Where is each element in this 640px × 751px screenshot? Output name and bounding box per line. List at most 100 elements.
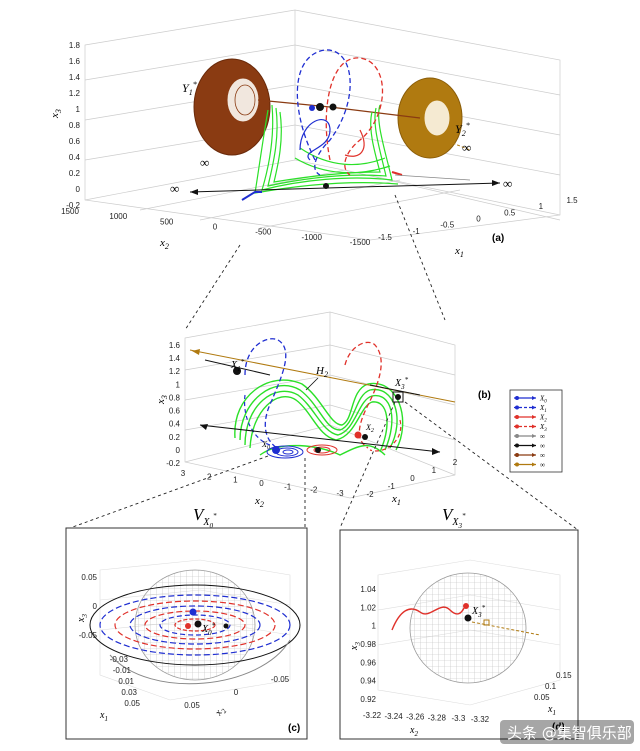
- axis-d-x2: x2: [409, 725, 418, 738]
- tick-b-x3-3: 1: [176, 380, 181, 389]
- legend-label-3: X3: [539, 423, 547, 433]
- eq-c-x0: [194, 620, 202, 628]
- panel-c-tag: (c): [288, 723, 300, 734]
- tick-a-x1-4: -0.5: [440, 221, 454, 230]
- label-b-h2: H2: [315, 365, 328, 379]
- tick-a-x2-2: 500: [160, 217, 174, 226]
- legend-box: [509, 389, 563, 473]
- tick-a-x3-6: 0.6: [69, 137, 81, 146]
- tick-a-x2-5: -1000: [301, 233, 322, 242]
- label-y1: Y1*: [182, 80, 197, 97]
- tick-a-x2-4: -500: [255, 228, 272, 237]
- legend-marker-7: [515, 462, 519, 467]
- tick-d-x2-2: -3.26: [406, 713, 425, 722]
- tick-b-x3-8: 0: [176, 446, 181, 455]
- tick-c-x3-0: 0.05: [81, 573, 97, 582]
- tick-a-x2-0: 1500: [61, 207, 79, 216]
- tick-a-x1-6: -1.5: [378, 233, 392, 242]
- sphere-d: [409, 572, 527, 684]
- ticks-b-x2: 3 2 1 0 -1 -2 -3: [181, 469, 344, 498]
- panel-a-box: [84, 9, 561, 241]
- eq-b-x0: [272, 446, 280, 454]
- tick-c-x1-0: -0.03: [110, 655, 129, 664]
- axis-d-x1: x1: [547, 704, 556, 717]
- panel-b-tag: (b): [478, 390, 491, 401]
- tick-a-x3-2: 1.4: [69, 73, 81, 82]
- axis-a-x2: x2: [159, 237, 169, 251]
- tick-b-x2-0: 3: [181, 469, 186, 478]
- ticks-d-x2: -3.22 -3.24 -3.26 -3.28 -3.3 -3.32: [363, 711, 490, 724]
- tick-b-x3-2: 1.2: [169, 367, 181, 376]
- ticks-c-x3: 0.05 0 -0.05: [79, 573, 98, 640]
- arrow-right-a: [492, 180, 500, 186]
- legend-marker-0: [515, 396, 519, 400]
- orbit-red-dashed: [325, 57, 384, 176]
- tick-a-x3-0: 1.8: [69, 41, 81, 50]
- label-b-x3: X3*: [394, 376, 409, 391]
- tick-b-x3-1: 1.4: [169, 354, 181, 363]
- orbit-blue-base: [241, 191, 262, 201]
- tick-a-x3-5: 0.8: [69, 121, 81, 130]
- tick-d-x2-1: -3.24: [384, 712, 403, 721]
- ticks-b-x3: 1.6 1.4 1.2 1 0.8 0.6 0.4 0.2 0 -0.2: [166, 341, 180, 468]
- eq-b-x3-box: [392, 391, 404, 403]
- legend-arrow-6: [532, 453, 536, 457]
- tick-c-x3-1: 0: [93, 602, 98, 611]
- eq-c-blue: [189, 608, 197, 616]
- tick-b-x2-1: 2: [207, 472, 212, 481]
- panel-b: X1* X3* X0 X2 H2 1.6 1.4 1.2 1 0.8 0.6 0.4 0.2 0…: [155, 311, 563, 509]
- tick-a-x3-9: 0: [76, 185, 81, 194]
- tick-d-x3-6: 0.92: [360, 695, 376, 704]
- eq-b-x2b: [362, 434, 368, 440]
- axis-d-x3: x3: [349, 642, 362, 651]
- label-inf-a4: ∞: [503, 176, 512, 191]
- tick-a-x2-1: 1000: [109, 212, 127, 221]
- tick-b-x3-4: 0.8: [169, 393, 181, 402]
- ticks-a-x3: 1.8 1.6 1.4 1.2 1 0.8 0.6 0.4 0.2 0 -0.2: [66, 41, 80, 210]
- label-v3: VX3*: [442, 505, 466, 530]
- legend-arrow-2: [532, 415, 536, 419]
- tick-b-x1-2: 0: [410, 474, 415, 483]
- label-b-x0: X0: [261, 440, 270, 451]
- panel-c: X0* 0.05 0 -0.05 -0.03 -0.01 0.01 0.03 0.05 0.…: [65, 527, 308, 740]
- orbit-blue-dashed: [296, 49, 351, 176]
- tick-b-x2-4: -1: [284, 482, 292, 491]
- tick-d-x1-2: 0.05: [534, 693, 550, 702]
- legend-arrow-5: [532, 443, 536, 448]
- eq-point-a1: [316, 103, 324, 111]
- legend-marker-5: [515, 443, 519, 448]
- eq-c-red: [185, 623, 191, 629]
- panel-a-tag: (a): [492, 233, 504, 244]
- spiral-blue-b: [266, 445, 304, 459]
- ticks-b-x1: 2 1 0 -1 -2: [366, 458, 457, 499]
- orbit-b-blue-dashed: [244, 338, 287, 451]
- tick-d-x3-3: 0.98: [360, 640, 376, 649]
- panel-b-box: [184, 311, 456, 499]
- legend-arrow-3: [532, 424, 536, 429]
- legend-arrow-0: [532, 396, 536, 400]
- panel-d: X3* 1.04 1.02 1 0.98 0.96 0.94 0.92 -3.22 -3.24…: [339, 529, 579, 740]
- attractor-y2: [397, 77, 463, 159]
- orbit-b-blue-lower: [243, 394, 271, 446]
- legend-label-7: ∞: [540, 461, 545, 469]
- eq-point-a3: [323, 183, 329, 189]
- panel-a: Y1* Y2* ∞ ∞ ∞ ∞ 1.8 1.6 1.4 1.2 1 0.8 0.6 0.4 0.…: [49, 9, 578, 259]
- tick-b-x2-3: 0: [259, 479, 264, 488]
- tick-c-x1-1: -0.01: [113, 666, 132, 675]
- tick-d-x2-0: -3.22: [363, 711, 382, 720]
- arrow-b-left: [200, 424, 208, 430]
- eq-point-a4: [309, 105, 315, 111]
- orbit-red-base: [391, 171, 403, 176]
- axis-b-x1: x1: [391, 493, 401, 507]
- axis-c-x1: x1: [99, 710, 108, 723]
- orbit-black-baseline: [189, 182, 501, 193]
- tick-d-x1-0: 0.15: [556, 671, 572, 680]
- orbit-d-gold: [471, 621, 541, 636]
- tick-a-x1-0: 1.5: [566, 196, 578, 205]
- tick-a-x2-3: 0: [213, 223, 218, 232]
- eq-d-gold: [483, 619, 490, 626]
- tick-d-x3-4: 0.96: [360, 658, 376, 667]
- spiral-red-b: [306, 444, 338, 456]
- orbit-brown-to-gold: [257, 99, 421, 119]
